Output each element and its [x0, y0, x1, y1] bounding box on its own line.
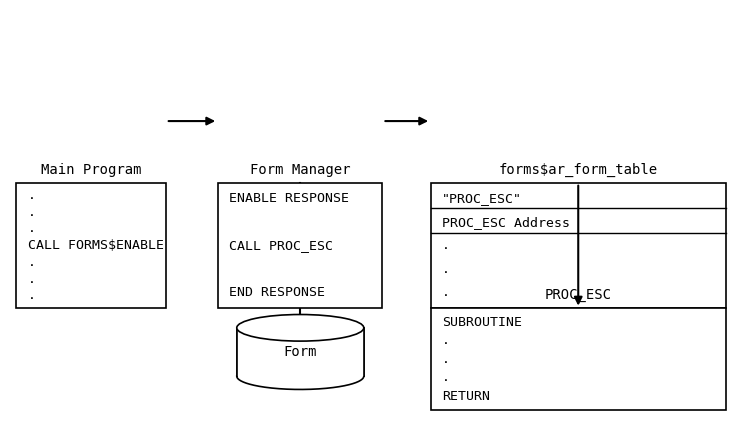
Text: .: .: [28, 289, 35, 302]
Text: Main Program: Main Program: [40, 162, 141, 177]
Bar: [16, 183, 166, 308]
Bar: [431, 308, 726, 410]
Text: forms$ar_form_table: forms$ar_form_table: [499, 162, 658, 177]
Text: SUBROUTINE: SUBROUTINE: [442, 316, 522, 328]
Text: .: .: [28, 272, 35, 286]
Text: .: .: [442, 371, 450, 384]
Text: RETURN: RETURN: [442, 390, 491, 403]
Text: .: .: [28, 223, 35, 235]
Text: .: .: [28, 256, 35, 269]
Text: .: .: [442, 353, 450, 366]
Text: PROC_ESC: PROC_ESC: [545, 288, 612, 302]
Text: "PROC_ESC": "PROC_ESC": [442, 192, 522, 205]
Text: .: .: [442, 286, 450, 299]
Text: .: .: [28, 189, 35, 202]
Text: Form Manager: Form Manager: [250, 162, 350, 177]
Bar: [218, 183, 382, 308]
Text: ENABLE RESPONSE: ENABLE RESPONSE: [230, 192, 350, 205]
Bar: [431, 183, 726, 308]
Text: CALL FORMS$ENABLE: CALL FORMS$ENABLE: [28, 239, 164, 252]
Bar: [237, 328, 364, 376]
Text: Form: Form: [284, 345, 317, 359]
Text: .: .: [442, 334, 450, 347]
Ellipse shape: [237, 314, 364, 341]
Text: PROC_ESC Address: PROC_ESC Address: [442, 215, 570, 229]
Text: .: .: [28, 206, 35, 219]
Text: .: .: [442, 239, 450, 252]
Text: CALL PROC_ESC: CALL PROC_ESC: [230, 239, 333, 252]
Text: .: .: [442, 262, 450, 276]
Text: END RESPONSE: END RESPONSE: [230, 286, 326, 299]
